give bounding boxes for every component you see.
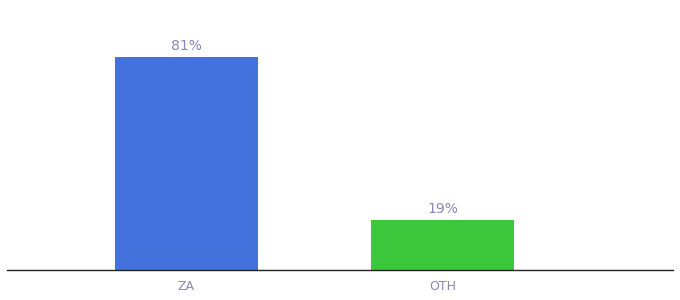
Bar [371,220,514,270]
Text: 81%: 81% [171,39,202,53]
Text: 19%: 19% [427,202,458,216]
Bar [114,57,258,270]
